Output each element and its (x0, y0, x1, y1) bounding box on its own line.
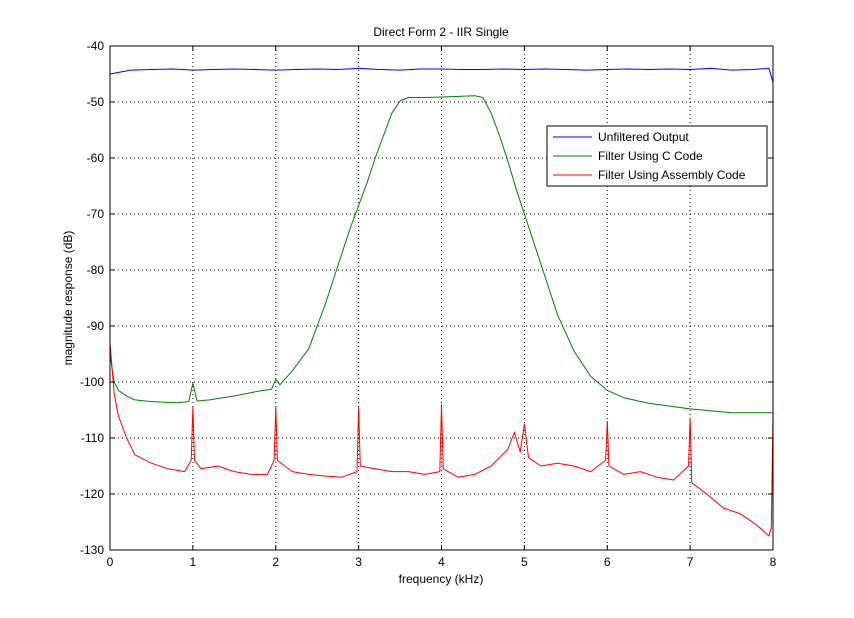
legend-label: Unfiltered Output (598, 130, 689, 144)
plot-area: 0 1 2 3 4 5 6 7 8 -130 -120 -110 -100 -90 -80 -70 -60 -50… (80, 39, 777, 569)
x-tick-label: 6 (604, 555, 611, 569)
x-tick-label: 0 (107, 555, 114, 569)
legend-label: Filter Using Assembly Code (598, 168, 746, 182)
x-tick-label: 7 (687, 555, 694, 569)
x-tick-label: 3 (355, 555, 362, 569)
y-tick-label: -100 (80, 375, 104, 389)
x-tick-label: 2 (272, 555, 279, 569)
series-line-unfiltered-output (109, 67, 774, 83)
y-tick-label: -120 (80, 487, 104, 501)
chart-title: Direct Form 2 - IIR Single (373, 25, 509, 39)
x-tick-label: 8 (770, 555, 777, 569)
x-tick-label: 5 (521, 555, 528, 569)
x-tick-label: 1 (190, 555, 197, 569)
legend-label: Filter Using C Code (598, 149, 703, 163)
y-tick-label: -90 (87, 319, 105, 333)
series-line-filter-using-c-code (109, 95, 773, 414)
legend: Unfiltered Output Filter Using C Code Filt… (546, 125, 768, 187)
y-tick-label: -70 (87, 207, 105, 221)
axis-ticks: 0 1 2 3 4 5 6 7 8 -130 -120 -110 -100 -90 -80 -70 -60 -50… (80, 39, 777, 569)
y-tick-label: -60 (87, 151, 105, 165)
y-tick-label: -40 (87, 39, 105, 53)
y-axis-label: magnitude response (dB) (61, 231, 75, 366)
y-tick-label: -110 (81, 431, 104, 445)
x-axis-label: frequency (kHz) (399, 572, 484, 586)
y-tick-label: -50 (87, 95, 105, 109)
x-tick-label: 4 (438, 555, 445, 569)
series-lines (109, 67, 774, 537)
series-line-filter-using-assembly-code (109, 342, 774, 537)
y-tick-label: -130 (80, 543, 104, 557)
y-tick-label: -80 (87, 263, 105, 277)
